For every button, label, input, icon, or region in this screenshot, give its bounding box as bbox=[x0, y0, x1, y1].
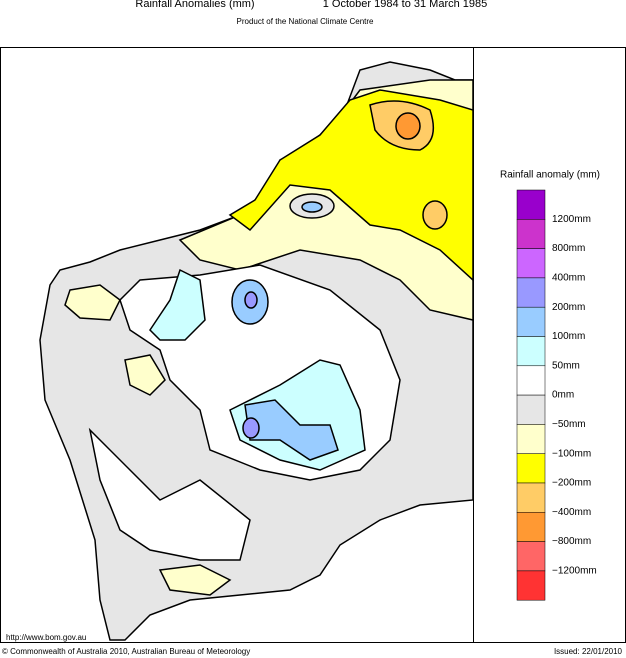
legend-swatch bbox=[516, 424, 546, 454]
region bbox=[149, 268, 206, 341]
region bbox=[158, 564, 232, 596]
region bbox=[422, 200, 448, 230]
title: Rainfall Anomalies (mm) bbox=[135, 0, 254, 10]
region bbox=[395, 112, 421, 140]
region bbox=[301, 201, 323, 213]
legend-label: −200mm bbox=[552, 478, 591, 489]
legend-swatch bbox=[516, 219, 546, 249]
copyright: © Commonwealth of Australia 2010, Austra… bbox=[2, 647, 250, 656]
region bbox=[244, 399, 339, 461]
legend-label: 0mm bbox=[552, 390, 574, 401]
legend-label: 1200mm bbox=[552, 214, 591, 225]
map bbox=[39, 61, 474, 641]
legend-swatch bbox=[516, 248, 546, 279]
legend-title: Rainfall anomaly (mm) bbox=[500, 170, 600, 181]
legend-label: −100mm bbox=[552, 448, 591, 459]
legend-swatch bbox=[516, 189, 546, 220]
legend-swatch bbox=[516, 541, 546, 572]
period: 1 October 1984 to 31 March 1985 bbox=[323, 0, 488, 10]
legend-swatch bbox=[516, 570, 546, 601]
legend-label: −400mm bbox=[552, 507, 591, 518]
region bbox=[124, 354, 166, 396]
legend-label: −1200mm bbox=[552, 566, 597, 577]
legend-label: 400mm bbox=[552, 273, 585, 284]
legend-label: −50mm bbox=[552, 419, 586, 430]
legend-label: 100mm bbox=[552, 331, 585, 342]
legend-swatch bbox=[516, 394, 546, 425]
issued: Issued: 22/01/2010 bbox=[554, 647, 623, 656]
legend-swatch bbox=[516, 336, 546, 367]
legend-label: 50mm bbox=[552, 360, 580, 371]
legend-swatch bbox=[516, 306, 546, 337]
legend-label: 800mm bbox=[552, 243, 585, 254]
subtitle: Product of the National Climate Centre bbox=[237, 17, 375, 26]
legend-swatch bbox=[516, 482, 546, 513]
legend-label: 200mm bbox=[552, 302, 585, 313]
region bbox=[64, 284, 121, 321]
legend-swatch bbox=[516, 512, 546, 542]
legend-label: −800mm bbox=[552, 536, 591, 547]
region bbox=[242, 417, 260, 439]
region bbox=[244, 291, 258, 309]
legend-swatch bbox=[516, 365, 546, 396]
region bbox=[88, 427, 251, 561]
url: http://www.bom.gov.au bbox=[6, 633, 86, 642]
legend-swatch bbox=[516, 453, 546, 484]
legend-swatch bbox=[516, 277, 546, 308]
legend: 1200mm 800mm 400mm 200mm 100mm 50mm 0mm −50mm −1… bbox=[516, 189, 597, 601]
